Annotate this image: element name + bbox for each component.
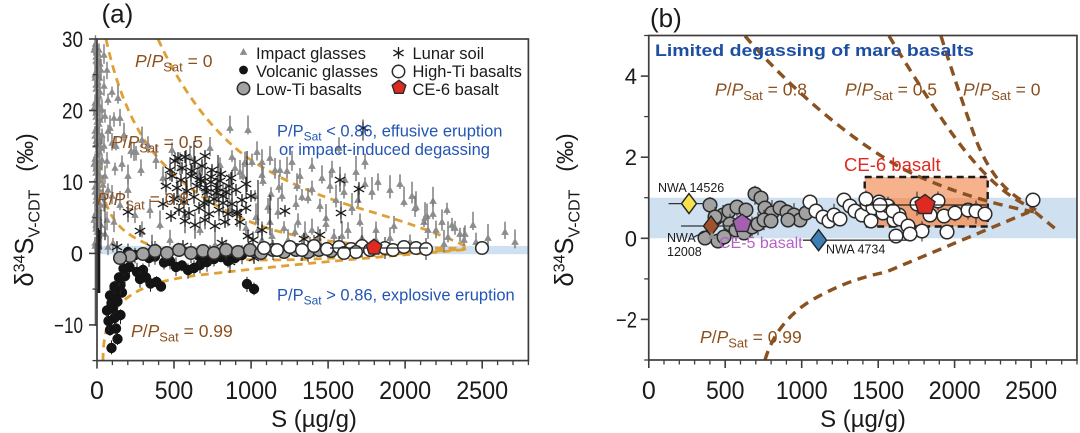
svg-text:0: 0 bbox=[71, 241, 83, 266]
svg-text:NWA: NWA bbox=[667, 231, 696, 245]
svg-text:P/PSat > 0.86, explosive erupt: P/PSat > 0.86, explosive eruption bbox=[277, 287, 515, 308]
svg-text:P/PSat = 0.5: P/PSat = 0.5 bbox=[845, 80, 937, 104]
svg-text:P/PSat = 0: P/PSat = 0 bbox=[963, 80, 1041, 104]
svg-text:−2: −2 bbox=[616, 307, 637, 332]
svg-text:Lunar soil: Lunar soil bbox=[413, 45, 485, 63]
svg-text:2500: 2500 bbox=[1005, 377, 1057, 405]
svg-text:NWA 4734: NWA 4734 bbox=[826, 243, 885, 257]
svg-text:1000: 1000 bbox=[776, 377, 828, 405]
svg-text:2: 2 bbox=[625, 145, 637, 170]
svg-text:0: 0 bbox=[625, 226, 637, 251]
svg-text:Impact glasses: Impact glasses bbox=[256, 45, 366, 63]
svg-text:1000: 1000 bbox=[225, 377, 277, 405]
svg-text:P/PSat = 0.99: P/PSat = 0.99 bbox=[131, 321, 233, 345]
svg-text:1500: 1500 bbox=[852, 377, 904, 405]
svg-text:High-Ti basalts: High-Ti basalts bbox=[413, 63, 522, 81]
svg-text:30: 30 bbox=[62, 27, 83, 52]
svg-text:1500: 1500 bbox=[302, 377, 354, 405]
svg-text:NWA 14526: NWA 14526 bbox=[658, 181, 724, 195]
svg-text:2000: 2000 bbox=[379, 377, 431, 405]
svg-text:Low-Ti basalts: Low-Ti basalts bbox=[256, 81, 362, 99]
svg-text:CE-6 basalt: CE-6 basalt bbox=[844, 154, 941, 175]
svg-text:4: 4 bbox=[625, 64, 637, 89]
svg-text:500: 500 bbox=[155, 377, 194, 405]
svg-text:S (µg/g): S (µg/g) bbox=[820, 406, 906, 433]
svg-text:0: 0 bbox=[642, 377, 656, 405]
svg-text:P/PSat = 0.8: P/PSat = 0.8 bbox=[715, 80, 807, 104]
svg-text:P/PSat < 0.86, effusive erupti: P/PSat < 0.86, effusive eruption bbox=[277, 123, 503, 144]
svg-text:(a): (a) bbox=[102, 0, 134, 29]
svg-text:0: 0 bbox=[90, 377, 104, 405]
svg-text:−10: −10 bbox=[54, 313, 83, 338]
svg-text:2000: 2000 bbox=[929, 377, 981, 405]
svg-text:P/PSat = 0.8: P/PSat = 0.8 bbox=[97, 189, 189, 213]
svg-text:P/PSat = 0: P/PSat = 0 bbox=[135, 51, 213, 75]
svg-text:12008: 12008 bbox=[667, 245, 702, 259]
svg-text:S (µg/g): S (µg/g) bbox=[271, 406, 357, 433]
svg-text:or impact-induced degassing: or impact-induced degassing bbox=[279, 141, 490, 159]
svg-text:Limited degassing of mare basa: Limited degassing of mare basalts bbox=[655, 42, 974, 60]
svg-text:20: 20 bbox=[62, 99, 83, 124]
svg-text:CE-6 basalt: CE-6 basalt bbox=[413, 81, 500, 99]
svg-text:(b): (b) bbox=[650, 3, 682, 33]
svg-text:500: 500 bbox=[706, 377, 745, 405]
svg-text:CE-5 basalt: CE-5 basalt bbox=[719, 235, 803, 252]
svg-text:P/PSat = 0.5: P/PSat = 0.5 bbox=[111, 132, 203, 156]
svg-text:δ34SV-CDT (‰): δ34SV-CDT (‰) bbox=[11, 133, 44, 286]
svg-text:P/PSat = 0.99: P/PSat = 0.99 bbox=[700, 327, 802, 351]
svg-text:10: 10 bbox=[62, 170, 83, 195]
svg-text:δ34SV-CDT (‰): δ34SV-CDT (‰) bbox=[551, 133, 584, 286]
svg-text:2500: 2500 bbox=[456, 377, 508, 405]
svg-text:Volcanic glasses: Volcanic glasses bbox=[256, 63, 378, 81]
